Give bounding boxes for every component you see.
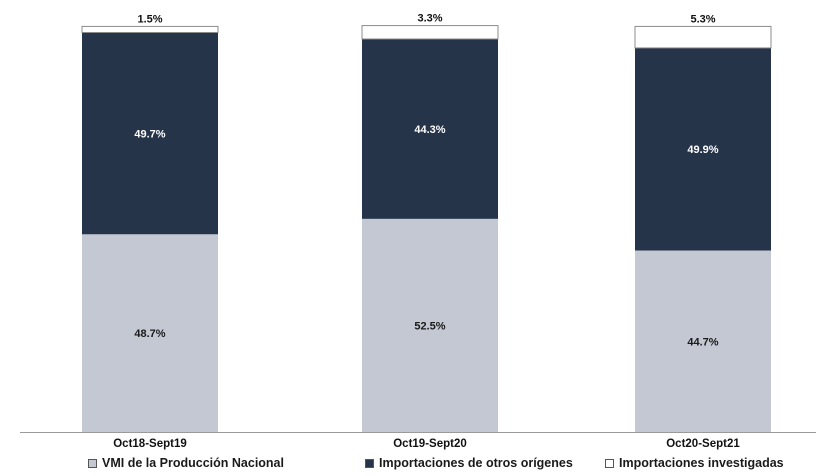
data-label-oct20-sept21-1: 44.7% (687, 336, 718, 348)
bar-segment-oct18-sept19-3 (81, 25, 219, 33)
data-label-oct19-sept20-2: 44.3% (414, 124, 445, 136)
bar-segment-oct18-sept19-1 (82, 234, 218, 432)
bar-segment-oct20-sept21-1 (635, 250, 771, 432)
data-label-oct20-sept21-3: 5.3% (690, 13, 715, 25)
data-label-oct19-sept20-1: 52.5% (414, 320, 445, 332)
legend-item-vmi: VMI de la Producción Nacional (88, 456, 284, 470)
data-label-oct18-sept19-1: 48.7% (134, 328, 165, 340)
data-label-oct18-sept19-2: 49.7% (134, 128, 165, 140)
x-tick-label-oct19-sept20: Oct19-Sept20 (393, 438, 467, 450)
legend-swatch-vmi (88, 458, 97, 468)
legend-item-otros: Importaciones de otros orígenes (365, 456, 573, 470)
bar-segment-oct20-sept21-2 (635, 47, 771, 251)
bar-segment-oct19-sept20-2 (362, 38, 498, 219)
legend-item-investigadas: Importaciones investigadas (605, 456, 784, 470)
x-tick-label-oct20-sept21: Oct20-Sept21 (666, 438, 740, 450)
x-tick-label-oct18-sept19: Oct18-Sept19 (113, 438, 187, 450)
data-label-oct18-sept19-3: 1.5% (137, 13, 162, 25)
bar-segment-oct19-sept20-1 (362, 218, 498, 432)
bar-segment-oct18-sept19-2 (82, 32, 218, 235)
bar-segment-oct19-sept20-3 (361, 25, 499, 40)
bar-segment-oct20-sept21-3 (634, 25, 772, 49)
legend: VMI de la Producción Nacional Importacio… (0, 456, 836, 474)
legend-swatch-otros (365, 458, 374, 468)
legend-label-vmi: VMI de la Producción Nacional (102, 456, 284, 470)
legend-swatch-investigadas (605, 458, 614, 468)
legend-label-investigadas: Importaciones investigadas (619, 456, 784, 470)
legend-label-otros: Importaciones de otros orígenes (379, 456, 573, 470)
data-label-oct20-sept21-2: 49.9% (687, 144, 718, 156)
data-label-oct19-sept20-3: 3.3% (417, 13, 442, 25)
